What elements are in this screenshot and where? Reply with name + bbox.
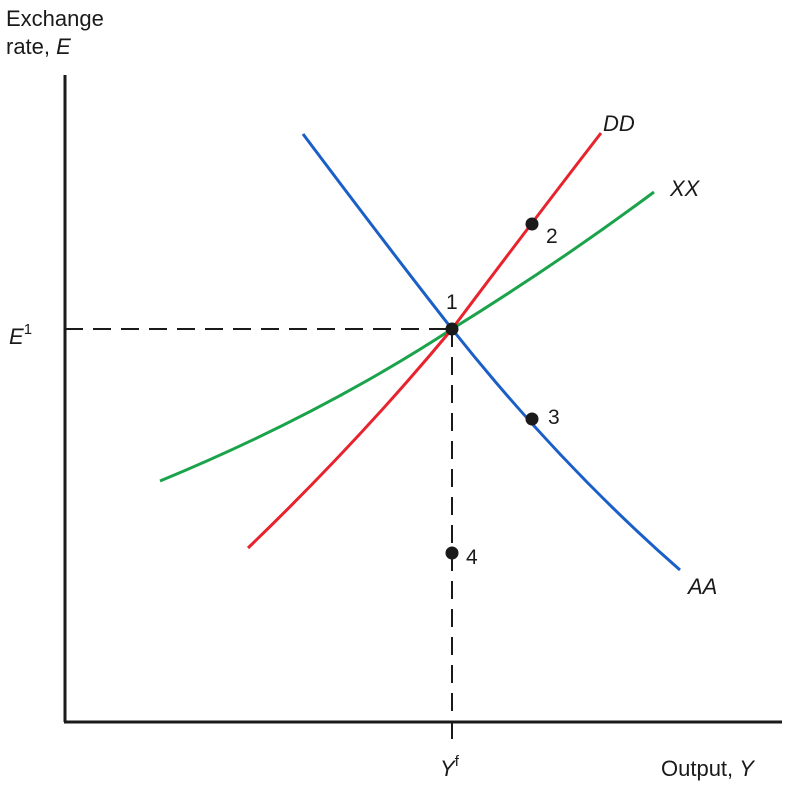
xx-curve-label: XX (669, 176, 701, 201)
point-1-label: 1 (446, 291, 458, 314)
e1-superscript: 1 (24, 321, 32, 338)
x-axis-title-prefix: Output, (661, 756, 739, 781)
point-1 (445, 322, 459, 336)
point-2 (525, 217, 539, 231)
point-4 (445, 546, 459, 560)
point-3-label: 3 (548, 406, 560, 429)
yf-superscript: f (455, 753, 460, 770)
y-axis-title-prefix: rate, (6, 34, 56, 59)
aa-curve-label: AA (686, 574, 717, 599)
x-axis-title: Output, Y (661, 756, 755, 781)
dd-curve (246, 132, 603, 550)
point-3 (525, 412, 539, 426)
y-axis-title-var: E (56, 34, 71, 59)
point-2-label: 2 (546, 225, 558, 248)
aa-curve (301, 133, 681, 572)
point-4-label: 4 (466, 546, 478, 569)
yf-base: Y (440, 756, 456, 781)
yf-tick-label: Yf (440, 753, 460, 781)
e1-base: E (9, 324, 24, 349)
y-axis-title-line2: rate, E (6, 34, 71, 59)
y-axis-title-line1: Exchange (6, 6, 104, 31)
e1-tick-label: E1 (9, 321, 32, 349)
xx-curve (159, 190, 655, 483)
x-axis-title-var: Y (739, 756, 755, 781)
dd-curve-label: DD (603, 111, 635, 136)
